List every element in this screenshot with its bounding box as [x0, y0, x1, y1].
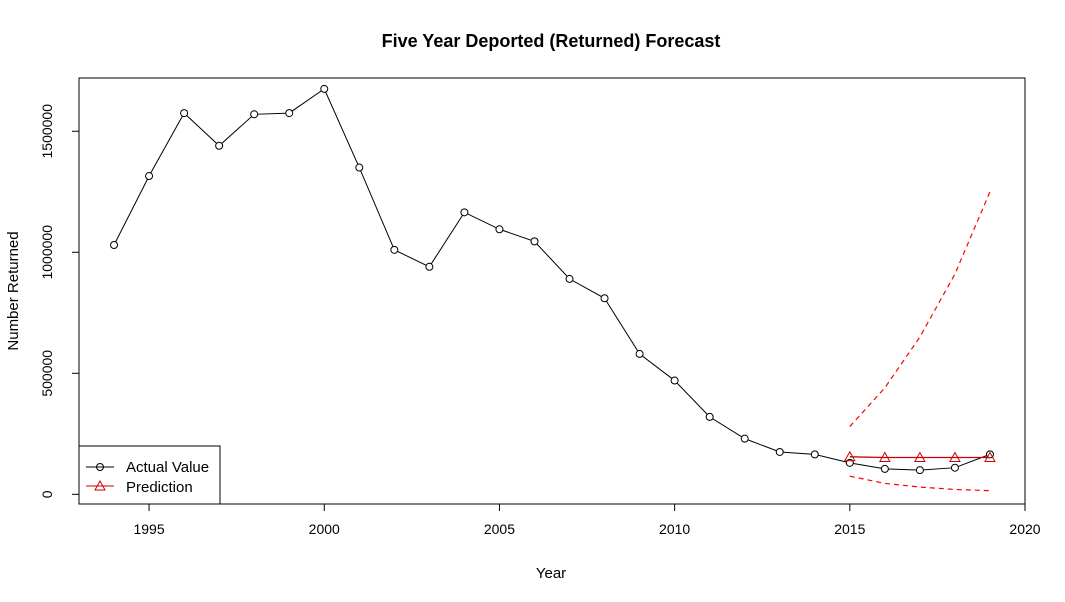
- chart-title: Five Year Deported (Returned) Forecast: [382, 31, 721, 51]
- actual-point: [670, 376, 679, 385]
- prediction-point: [949, 451, 961, 463]
- actual-point: [635, 349, 644, 358]
- actual-point: [740, 434, 749, 443]
- plot-frame: [78, 77, 1026, 505]
- prediction-point: [984, 451, 996, 463]
- actual-point: [215, 141, 224, 150]
- actual-point: [495, 225, 504, 234]
- actual-point: [600, 294, 609, 303]
- y-tick-label: 500000: [39, 350, 55, 397]
- x-axis-label: Year: [536, 565, 566, 582]
- actual-point: [880, 464, 889, 473]
- prediction-interval: [849, 191, 991, 492]
- y-axis-label: Number Returned: [5, 231, 22, 350]
- prediction-series: [843, 450, 996, 463]
- legend-prediction-label: Prediction: [126, 479, 193, 496]
- actual-point: [915, 466, 924, 475]
- actual-point: [250, 110, 259, 119]
- x-tick-label: 2005: [484, 521, 515, 537]
- legend-prediction-marker: [94, 479, 106, 491]
- actual-point: [355, 163, 364, 172]
- x-tick-label: 1995: [133, 521, 164, 537]
- prediction-point: [879, 451, 891, 463]
- actual-point: [320, 84, 329, 93]
- actual-point: [530, 237, 539, 246]
- interval-lower-line: [849, 475, 990, 492]
- x-tick-label: 2010: [659, 521, 690, 537]
- x-axis: 1995 2000 2005 2010 2015 2020: [133, 504, 1041, 537]
- legend-actual-marker: [96, 463, 104, 471]
- x-tick-label: 2015: [834, 521, 865, 537]
- legend-actual-label: Actual Value: [126, 459, 209, 476]
- actual-point: [425, 262, 434, 271]
- prediction-point: [914, 451, 926, 463]
- actual-point: [705, 412, 714, 421]
- actual-point: [950, 463, 959, 472]
- actual-value-series: [110, 84, 994, 475]
- actual-point: [775, 447, 784, 456]
- actual-line: [113, 88, 991, 471]
- x-tick-label: 2020: [1009, 521, 1040, 537]
- actual-point: [810, 450, 819, 459]
- y-tick-label: 0: [39, 490, 55, 498]
- legend: Actual Value Prediction: [78, 445, 221, 505]
- actual-point: [285, 109, 294, 118]
- actual-point: [145, 172, 154, 181]
- x-tick-label: 2000: [309, 521, 340, 537]
- prediction-line: [849, 456, 990, 459]
- y-tick-label: 1500000: [39, 104, 55, 159]
- actual-point: [390, 245, 399, 254]
- interval-upper-line: [849, 191, 991, 427]
- actual-point: [180, 109, 189, 118]
- y-axis: 0 500000 1000000 1500000: [39, 104, 79, 498]
- actual-point: [460, 208, 469, 217]
- prediction-point: [843, 450, 856, 462]
- actual-point: [565, 274, 574, 283]
- legend-box: [78, 445, 221, 505]
- y-tick-label: 1000000: [39, 225, 55, 280]
- actual-point: [110, 241, 119, 250]
